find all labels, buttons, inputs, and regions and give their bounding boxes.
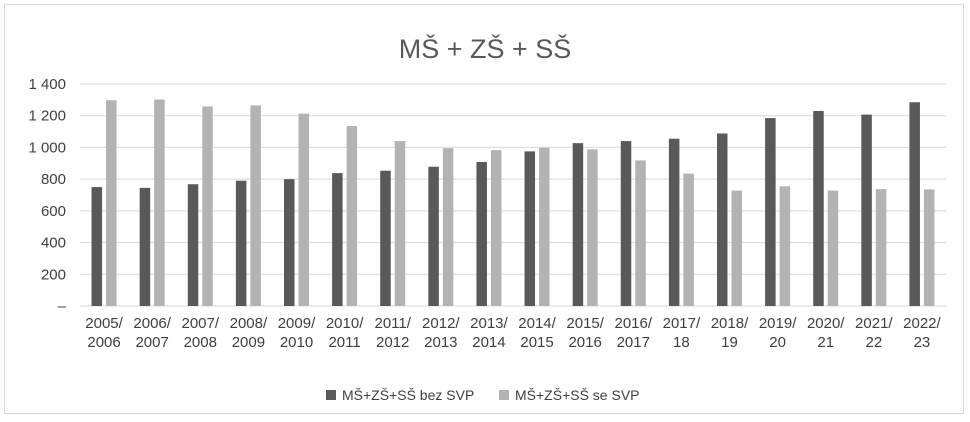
x-tick-label: 2015/ [566, 315, 604, 332]
bars [91, 99, 935, 307]
y-tick-label: 1 400 [28, 76, 66, 93]
x-tick-label: 2010/ [326, 315, 364, 332]
x-tick-label: 2011 [328, 334, 360, 351]
gridlines [80, 83, 946, 307]
bar [731, 190, 742, 306]
bar [235, 180, 247, 306]
x-tick-label: 2007/ [182, 315, 220, 332]
bar [428, 166, 439, 306]
x-tick-label: 2018/ [711, 315, 749, 332]
x-axis-labels: 2005/2006 2006/2007 2007/2008 2008/2009 2009… [85, 315, 941, 351]
bar [717, 133, 728, 306]
bar [476, 162, 487, 306]
legend-label: MŠ+ZŠ+SŠ bez SVP [342, 387, 474, 403]
bar [779, 186, 791, 306]
x-tick-label: 2012/ [422, 315, 460, 332]
bar [346, 126, 358, 307]
x-tick-label: 2016/ [615, 315, 653, 332]
bar [539, 147, 550, 306]
legend-label: MŠ+ZŠ+SŠ se SVP [515, 387, 640, 403]
y-tick-label: 600 [41, 203, 66, 220]
x-tick-label: 2020/ [807, 315, 845, 332]
x-tick-label: 2016 [568, 334, 601, 351]
y-tick-label: 1 200 [28, 108, 66, 125]
x-tick-label: 2011/ [375, 315, 412, 332]
bar [683, 173, 694, 306]
x-tick-label: 21 [817, 334, 834, 351]
x-tick-label: 2012 [376, 334, 409, 351]
x-tick-label: 23 [914, 334, 931, 351]
bar [442, 148, 454, 306]
x-tick-label: 2009/ [278, 315, 316, 332]
x-tick-label: 2013/ [470, 315, 508, 332]
bar [923, 189, 935, 306]
bar [298, 113, 309, 306]
x-tick-label: 2010 [280, 334, 313, 351]
y-tick-label: 200 [41, 266, 66, 283]
x-tick-label: 22 [865, 334, 882, 351]
legend-swatch [499, 390, 509, 400]
y-axis-labels: 1 400 1 200 1 000 800 600 400 200 – [28, 76, 66, 315]
x-tick-label: 2015 [520, 334, 553, 351]
bar [572, 143, 584, 306]
x-tick-label: 2006 [87, 334, 120, 351]
bar [587, 149, 598, 306]
bar [250, 105, 261, 307]
x-tick-label: 2008 [184, 334, 217, 351]
bar [635, 160, 646, 306]
x-tick-label: 2006/ [133, 315, 171, 332]
bar [813, 110, 824, 306]
legend-swatch [326, 390, 336, 400]
bar [202, 106, 213, 306]
bar [765, 118, 776, 306]
x-tick-label: 2017 [617, 334, 650, 351]
chart-title: MŠ + ZŠ + SŠ [399, 33, 572, 64]
x-tick-label: 2017/ [663, 315, 701, 332]
y-tick-label: 1 000 [28, 139, 66, 156]
bar [875, 189, 887, 306]
bar [187, 184, 199, 306]
bar [91, 187, 103, 306]
bar [154, 99, 165, 306]
y-tick-label: 400 [41, 235, 66, 252]
bar [827, 190, 839, 306]
x-tick-label: 2007 [135, 334, 168, 351]
bar [332, 173, 343, 306]
bar [524, 151, 536, 306]
bar [106, 100, 117, 306]
bar [909, 102, 920, 306]
bar [380, 170, 391, 306]
bar [490, 150, 502, 306]
bar [139, 187, 151, 306]
x-tick-label: 2009 [232, 334, 265, 351]
x-tick-label: 2014 [472, 334, 505, 351]
x-tick-label: 20 [769, 334, 786, 351]
bar [394, 141, 406, 306]
x-tick-label: 2008/ [230, 315, 268, 332]
bar [861, 114, 872, 307]
x-tick-label: 2021/ [855, 315, 893, 332]
y-tick-label: 800 [41, 171, 66, 188]
bar [668, 138, 680, 306]
bar [620, 141, 632, 306]
y-tick-label: – [58, 298, 67, 315]
legend: MŠ+ZŠ+SŠ bez SVP MŠ+ZŠ+SŠ se SVP [326, 387, 640, 403]
bar [284, 179, 295, 306]
x-tick-label: 2019/ [759, 315, 797, 332]
x-tick-label: 2014/ [518, 315, 556, 332]
x-tick-label: 18 [673, 334, 690, 351]
x-tick-label: 2013 [424, 334, 457, 351]
x-tick-label: 2022/ [903, 315, 941, 332]
x-tick-label: 2005/ [85, 315, 123, 332]
x-tick-label: 19 [721, 334, 738, 351]
